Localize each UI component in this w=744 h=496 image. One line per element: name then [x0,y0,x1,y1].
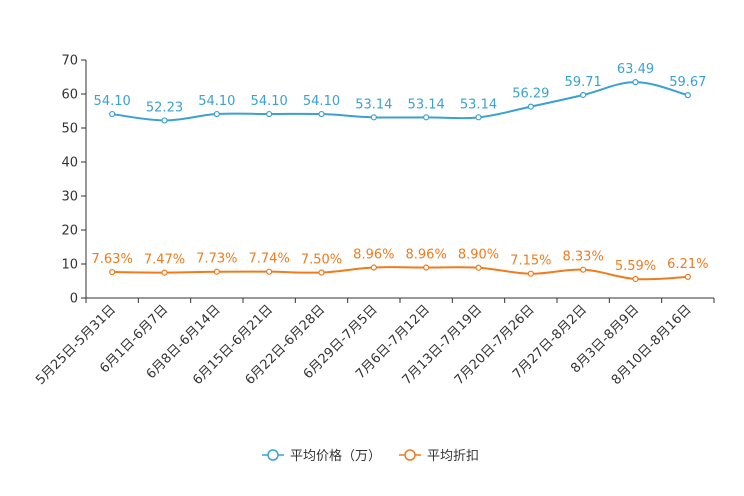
y-tick-label: 20 [61,224,78,239]
data-label: 54.10 [198,94,235,109]
data-label: 56.29 [512,87,549,102]
data-label: 5.59% [615,259,656,274]
data-point [580,266,587,273]
data-label: 8.33% [563,250,604,265]
y-tick-label: 10 [61,258,78,273]
y-tick-label: 40 [61,156,78,171]
data-label: 53.14 [408,97,445,112]
data-label: 8.96% [353,248,394,263]
y-tick-label: 30 [61,190,78,205]
data-label: 53.14 [460,97,497,112]
data-point [684,273,691,280]
data-label: 63.49 [617,62,654,77]
y-tick-label: 60 [61,88,78,103]
data-point [475,114,482,121]
data-label: 59.67 [669,75,706,90]
data-point [109,268,116,276]
data-label: 59.71 [565,75,602,90]
data-point [370,114,377,121]
y-tick-label: 50 [61,122,78,137]
data-label: 53.14 [355,97,392,112]
data-point [161,117,168,124]
data-label: 54.10 [251,94,288,109]
data-label: 54.10 [94,94,131,109]
data-point [161,269,168,276]
data-point [109,110,116,118]
data-label: 54.10 [303,94,340,109]
data-label: 7.50% [301,253,342,268]
data-point [527,270,534,277]
data-label: 7.63% [92,252,133,267]
legend-label-0: 平均价格（万） [290,448,381,464]
data-point [423,114,430,121]
data-point [423,264,430,271]
data-point [318,110,325,118]
data-label: 8.96% [406,248,447,263]
data-label: 7.15% [510,254,551,269]
legend-marker-icon [267,449,279,461]
data-label: 7.74% [249,252,290,267]
data-point [318,269,325,276]
data-label: 7.73% [196,252,237,267]
data-point [475,264,482,271]
data-point [632,79,639,86]
data-point [684,92,691,99]
data-label: 6.21% [667,257,708,272]
series-line-0 [112,81,689,122]
data-point [580,91,587,99]
data-point [213,268,220,275]
legend-label-1: 平均折扣 [427,449,479,464]
legend-marker-icon [404,449,416,461]
y-tick-label: 0 [70,292,78,307]
data-point [370,264,377,271]
data-label: 7.47% [144,253,185,268]
data-label: 52.23 [146,100,183,115]
data-point [266,110,273,118]
data-point [632,275,639,283]
y-tick-label: 70 [61,54,78,69]
data-point [266,268,273,275]
data-point [213,110,220,118]
data-point [527,103,534,110]
data-label: 8.90% [458,248,499,263]
series-line-1 [112,266,688,281]
